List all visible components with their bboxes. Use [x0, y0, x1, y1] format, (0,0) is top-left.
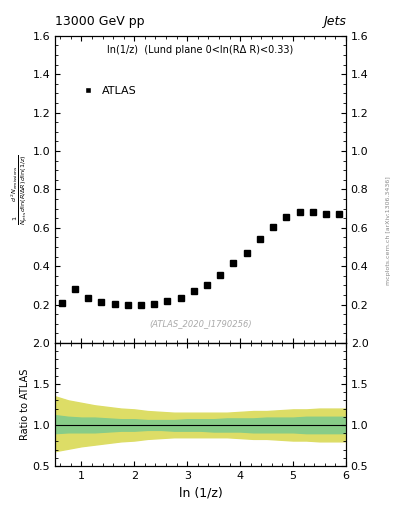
Y-axis label: $\frac{1}{N_{\mathrm{jets}}}\frac{d^2 N_{\mathrm{emissions}}}{d\ln(R/\Delta R)\,: $\frac{1}{N_{\mathrm{jets}}}\frac{d^2 N_…	[9, 154, 29, 225]
Legend: ATLAS: ATLAS	[72, 81, 141, 100]
Text: 13000 GeV pp: 13000 GeV pp	[55, 15, 145, 28]
Text: Jets: Jets	[323, 15, 346, 28]
Text: (ATLAS_2020_I1790256): (ATLAS_2020_I1790256)	[149, 318, 252, 328]
Text: ln(1/z)  (Lund plane 0<ln(RΔ R)<0.33): ln(1/z) (Lund plane 0<ln(RΔ R)<0.33)	[107, 45, 294, 55]
X-axis label: ln (1/z): ln (1/z)	[178, 486, 222, 499]
Y-axis label: Ratio to ATLAS: Ratio to ATLAS	[20, 369, 29, 440]
Text: mcplots.cern.ch [arXiv:1306.3436]: mcplots.cern.ch [arXiv:1306.3436]	[386, 176, 391, 285]
